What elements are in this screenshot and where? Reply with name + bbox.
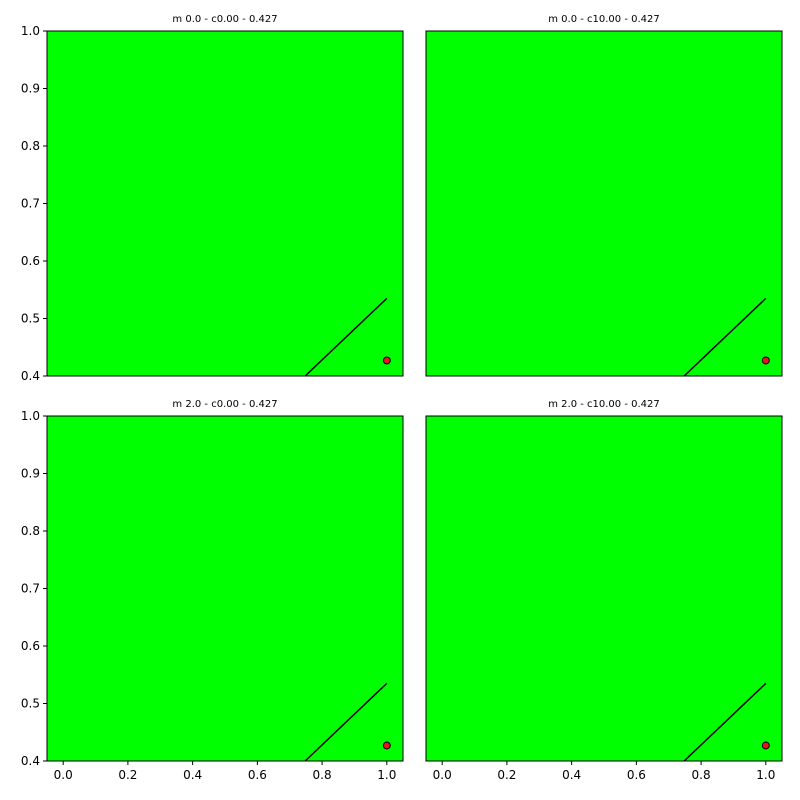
plot-frame [425, 30, 783, 377]
x-tick-label: 1.0 [377, 768, 396, 782]
plot-background [47, 31, 403, 376]
line [304, 297, 388, 376]
x-tick-label: 0.0 [433, 768, 452, 782]
y-tick-label: 1.0 [21, 24, 40, 38]
line [683, 297, 767, 376]
y-tick-label: 0.9 [21, 467, 40, 481]
subplot: m 2.0 - c0.00 - 0.427 0.4 0.5 0.6 0.7 0.8 0.9 1… [21, 399, 404, 782]
point [382, 741, 391, 750]
y-tick-label: 0.7 [21, 197, 40, 211]
subplot: m 0.0 - c0.00 - 0.427 0.4 0.5 0.6 0.7 0.8 0.9 1… [21, 14, 404, 383]
subplot: m 2.0 - c10.00 - 0.427 0.0 0.2 0.4 0.6 0.8 1.0 [425, 399, 783, 782]
point [382, 356, 391, 365]
line [304, 682, 388, 761]
y-tick-label: 0.4 [21, 754, 40, 768]
x-tick-label: 0.4 [183, 768, 202, 782]
subplot-title: m 2.0 - c10.00 - 0.427 [548, 399, 660, 410]
x-tick-label: 0.2 [497, 768, 516, 782]
x-tick-label: 0.6 [627, 768, 646, 782]
y-tick-label: 0.9 [21, 82, 40, 96]
x-tick-label: 1.0 [756, 768, 775, 782]
x-tick-label: 0.2 [118, 768, 137, 782]
plot-frame [425, 415, 783, 762]
y-tick-label: 0.5 [21, 312, 40, 326]
y-tick-label: 0.7 [21, 582, 40, 596]
x-tick-label: 0.0 [54, 768, 73, 782]
plot-background [426, 416, 782, 761]
y-tick-label: 1.0 [21, 409, 40, 423]
x-tick-label: 0.4 [562, 768, 581, 782]
y-tick-label: 0.8 [21, 139, 40, 153]
plot-background [47, 416, 403, 761]
x-tick-label: 0.6 [248, 768, 267, 782]
plot-background [426, 31, 782, 376]
y-tick-label: 0.6 [21, 639, 40, 653]
subplot-title: m 0.0 - c0.00 - 0.427 [172, 14, 277, 25]
point [761, 356, 770, 365]
x-tick-label: 0.8 [313, 768, 332, 782]
subplot-title: m 0.0 - c10.00 - 0.427 [548, 14, 660, 25]
y-tick-label: 0.5 [21, 697, 40, 711]
line [683, 682, 767, 761]
y-tick-label: 0.6 [21, 254, 40, 268]
subplot: m 0.0 - c10.00 - 0.427 [425, 14, 783, 377]
subplot-title: m 2.0 - c0.00 - 0.427 [172, 399, 277, 410]
point [761, 741, 770, 750]
y-tick-label: 0.4 [21, 369, 40, 383]
y-tick-label: 0.8 [21, 524, 40, 538]
x-tick-label: 0.8 [692, 768, 711, 782]
